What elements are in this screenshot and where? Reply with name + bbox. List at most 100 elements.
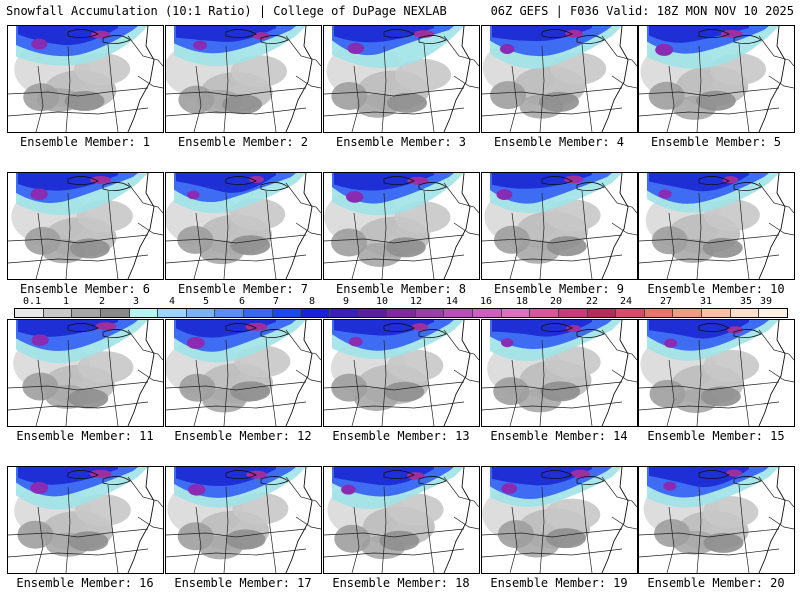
ensemble-member-label: Ensemble Member: 10 <box>647 282 785 296</box>
snowfall-map-graphic <box>8 320 163 426</box>
ensemble-member-map <box>481 319 638 427</box>
colorbar-tick-label: 3 <box>132 296 140 307</box>
colorbar-tick-label: 35 <box>739 296 753 307</box>
colorbar-swatch <box>272 309 302 317</box>
ensemble-member-label: Ensemble Member: 9 <box>493 282 625 296</box>
ensemble-member-label: Ensemble Member: 6 <box>19 282 151 296</box>
colorbar-swatch <box>100 309 130 317</box>
colorbar-swatch <box>72 309 101 317</box>
ensemble-member-map <box>7 25 164 133</box>
ensemble-member-map <box>7 466 164 574</box>
ensemble-member-map <box>165 25 322 133</box>
snowfall-map-graphic <box>639 173 794 279</box>
snowfall-map-graphic <box>324 320 479 426</box>
snowfall-map-graphic <box>324 173 479 279</box>
colorbar-tick-label: 5 <box>202 296 210 307</box>
colorbar-tick-label: 4 <box>168 296 176 307</box>
snowfall-map-graphic <box>8 467 163 573</box>
colorbar-tick-label: 39 <box>759 296 773 307</box>
map-title: Snowfall Accumulation (10:1 Ratio) | Col… <box>6 4 447 18</box>
ensemble-member-label: Ensemble Member: 18 <box>332 576 470 590</box>
colorbar-swatch <box>530 309 559 317</box>
snowfall-map-graphic <box>639 320 794 426</box>
snowfall-map-graphic <box>166 173 321 279</box>
snowfall-map-graphic <box>324 26 479 132</box>
colorbar-swatch <box>244 309 273 317</box>
colorbar-tick-label: 14 <box>445 296 459 307</box>
colorbar-tick-label: 9 <box>342 296 350 307</box>
snowfall-map-graphic <box>166 26 321 132</box>
ensemble-member-map <box>165 172 322 280</box>
colorbar-tick-label: 31 <box>699 296 713 307</box>
ensemble-member-map <box>165 466 322 574</box>
ensemble-member-label: Ensemble Member: 7 <box>177 282 309 296</box>
ensemble-member-map <box>7 172 164 280</box>
colorbar-swatch <box>215 309 244 317</box>
colorbar-tick-label: 8 <box>308 296 316 307</box>
colorbar-swatch <box>43 309 73 317</box>
ensemble-member-map <box>323 319 480 427</box>
ensemble-member-map <box>323 466 480 574</box>
colorbar-swatch <box>702 309 731 317</box>
ensemble-member-label: Ensemble Member: 12 <box>174 429 312 443</box>
colorbar-tick-label: 7 <box>272 296 280 307</box>
ensemble-member-map <box>165 319 322 427</box>
ensemble-member-label: Ensemble Member: 19 <box>490 576 628 590</box>
colorbar-swatch <box>558 309 588 317</box>
ensemble-member-map <box>638 319 795 427</box>
ensemble-member-label: Ensemble Member: 5 <box>650 135 782 149</box>
colorbar-swatch <box>186 309 216 317</box>
snowfall-colorbar <box>14 308 788 318</box>
snowfall-map-graphic <box>482 26 637 132</box>
ensemble-member-label: Ensemble Member: 20 <box>647 576 785 590</box>
colorbar-swatch <box>415 309 445 317</box>
snowfall-map-graphic <box>8 173 163 279</box>
snowfall-map-graphic <box>482 320 637 426</box>
colorbar-tick-label: 22 <box>585 296 599 307</box>
colorbar-swatch <box>644 309 674 317</box>
ensemble-member-label: Ensemble Member: 11 <box>16 429 154 443</box>
ensemble-member-label: Ensemble Member: 17 <box>174 576 312 590</box>
snowfall-map-graphic <box>166 320 321 426</box>
snowfall-map-graphic <box>639 467 794 573</box>
ensemble-member-label: Ensemble Member: 1 <box>19 135 151 149</box>
colorbar-swatch <box>329 309 359 317</box>
ensemble-member-map <box>7 319 164 427</box>
ensemble-member-map <box>323 25 480 133</box>
colorbar-swatch <box>358 309 388 317</box>
colorbar-tick-label: 0.1 <box>22 296 42 307</box>
colorbar-swatch <box>730 309 760 317</box>
snowfall-map-graphic <box>482 173 637 279</box>
model-run-title: 06Z GEFS | F036 Valid: 18Z MON NOV 10 20… <box>490 4 794 18</box>
ensemble-member-label: Ensemble Member: 13 <box>332 429 470 443</box>
ensemble-member-map <box>481 466 638 574</box>
ensemble-member-label: Ensemble Member: 15 <box>647 429 785 443</box>
ensemble-member-map <box>481 25 638 133</box>
colorbar-tick-label: 12 <box>409 296 423 307</box>
snowfall-map-graphic <box>166 467 321 573</box>
colorbar-tick-label: 2 <box>98 296 106 307</box>
colorbar-tick-labels: 0.1 1 2 3 4 5 6 7 8 9 10 12 14 16 18 20 22 24 27 31 35 39 <box>14 296 786 308</box>
colorbar-tick-label: 20 <box>549 296 563 307</box>
ensemble-member-label: Ensemble Member: 16 <box>16 576 154 590</box>
colorbar-swatch <box>444 309 473 317</box>
colorbar-tick-label: 6 <box>238 296 246 307</box>
snowfall-map-graphic <box>482 467 637 573</box>
ensemble-member-label: Ensemble Member: 14 <box>490 429 628 443</box>
colorbar-swatch <box>15 309 44 317</box>
colorbar-tick-label: 18 <box>515 296 529 307</box>
colorbar-swatch <box>501 309 531 317</box>
snowfall-map-graphic <box>639 26 794 132</box>
ensemble-member-label: Ensemble Member: 8 <box>335 282 467 296</box>
snowfall-map-graphic <box>324 467 479 573</box>
colorbar-swatch <box>387 309 416 317</box>
ensemble-member-label: Ensemble Member: 3 <box>335 135 467 149</box>
colorbar-swatch <box>616 309 645 317</box>
colorbar-swatch <box>301 309 330 317</box>
colorbar-swatch <box>587 309 617 317</box>
colorbar-swatch <box>759 309 787 317</box>
colorbar-swatch <box>673 309 702 317</box>
colorbar-swatch <box>473 309 502 317</box>
colorbar-swatch <box>129 309 159 317</box>
snowfall-map-graphic <box>8 26 163 132</box>
